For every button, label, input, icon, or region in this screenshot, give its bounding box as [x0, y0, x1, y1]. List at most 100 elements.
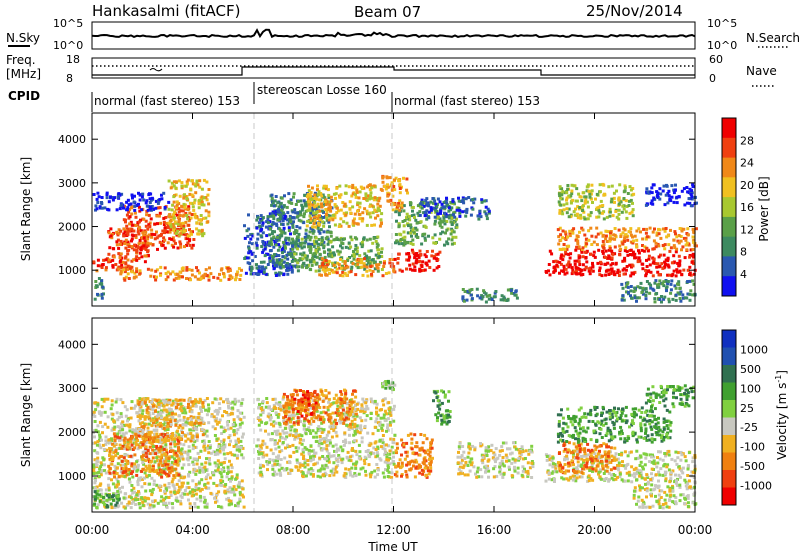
- data-cell-0-10: [380, 212, 384, 216]
- data-cell-1-0: [95, 443, 99, 447]
- data-cell-1-0: [99, 488, 103, 492]
- data-cell-1-0: [96, 424, 100, 428]
- data-cell-1-0: [131, 475, 135, 479]
- data-cell-0-15: [381, 175, 385, 179]
- data-cell-0-10: [333, 203, 337, 207]
- data-cell-1-2: [199, 405, 203, 409]
- data-cell-0-4: [172, 228, 176, 232]
- data-cell-1-0: [144, 450, 148, 453]
- data-cell-0-18: [595, 192, 599, 196]
- data-cell-0-19: [633, 296, 637, 300]
- colorbar-swatch: [722, 177, 736, 198]
- data-cell-0-17: [635, 238, 639, 242]
- data-cell-0-10: [378, 209, 381, 213]
- data-cell-0-4: [194, 184, 198, 188]
- data-cell-0-7: [261, 250, 265, 254]
- data-cell-0-14: [442, 216, 446, 220]
- data-cell-0-10: [324, 198, 328, 202]
- data-cell-0-17: [558, 226, 562, 230]
- data-cell-0-20: [670, 195, 674, 199]
- data-cell-0-18: [610, 184, 614, 188]
- data-cell-0-16: [617, 274, 621, 277]
- data-cell-0-7: [286, 251, 290, 255]
- data-cell-0-19: [630, 296, 634, 300]
- data-cell-0-10: [347, 224, 351, 228]
- data-cell-0-7: [246, 256, 249, 260]
- data-cell-1-0: [173, 439, 176, 443]
- data-cell-0-4: [188, 192, 192, 196]
- data-cell-1-0: [156, 459, 160, 463]
- data-cell-1-1: [164, 463, 168, 467]
- data-cell-0-4: [183, 184, 187, 188]
- data-cell-0-9: [302, 261, 306, 265]
- data-cell-0-8: [275, 258, 279, 262]
- data-cell-0-15: [398, 208, 402, 212]
- data-cell-0-18: [590, 183, 594, 187]
- data-cell-1-0: [146, 397, 150, 401]
- data-cell-1-0: [94, 428, 98, 432]
- data-cell-0-16: [676, 270, 679, 274]
- data-cell-1-4: [374, 455, 378, 459]
- data-cell-1-1: [133, 453, 137, 457]
- data-cell-0-17: [675, 247, 679, 251]
- colorbar-swatch: [722, 137, 736, 159]
- data-cell-0-16: [600, 274, 604, 278]
- data-cell-0-10: [318, 218, 322, 222]
- data-cell-1-0: [104, 442, 108, 446]
- data-cell-0-14: [458, 214, 462, 218]
- data-cell-1-0: [174, 422, 178, 425]
- data-cell-0-16: [672, 261, 676, 265]
- data-cell-0-5: [235, 273, 238, 277]
- data-cell-0-9: [341, 264, 344, 268]
- data-cell-1-2: [154, 409, 157, 413]
- data-cell-0-9: [355, 249, 359, 253]
- data-cell-0-4: [169, 186, 173, 190]
- data-cell-0-7: [282, 226, 286, 230]
- noise-right-tick-bottom: 10^0: [707, 39, 737, 52]
- data-cell-0-8: [270, 197, 274, 201]
- data-cell-1-0: [196, 451, 200, 455]
- data-cell-0-8: [285, 205, 289, 209]
- noise-left-tick-bottom: 10^0: [53, 39, 83, 52]
- data-cell-1-0: [115, 397, 119, 401]
- data-cell-0-13: [423, 238, 427, 242]
- data-cell-0-6: [133, 194, 136, 198]
- data-cell-1-1: [127, 455, 131, 458]
- data-cell-1-0: [163, 491, 167, 495]
- data-cell-0-9: [354, 247, 358, 251]
- data-cell-0-16: [571, 269, 575, 272]
- data-cell-0-16: [583, 268, 587, 272]
- data-cell-0-13: [394, 233, 398, 236]
- data-cell-1-0: [96, 430, 100, 434]
- station-title: Hankasalmi (fitACF): [92, 2, 240, 20]
- data-cell-1-0: [236, 437, 240, 441]
- data-cell-1-0: [241, 398, 245, 402]
- data-cell-0-2: [146, 227, 150, 231]
- data-cell-0-16: [593, 255, 597, 259]
- data-cell-0-19: [626, 290, 630, 294]
- data-cell-0-18: [594, 197, 597, 201]
- data-cell-1-2: [143, 417, 147, 421]
- data-cell-0-16: [564, 267, 568, 271]
- data-cell-0-11: [320, 257, 324, 261]
- data-cell-0-3: [149, 242, 152, 246]
- data-cell-1-2: [150, 400, 154, 404]
- data-cell-0-14: [479, 215, 483, 219]
- data-cell-0-17: [587, 229, 591, 233]
- data-cell-0-8: [268, 226, 272, 230]
- data-cell-0-6: [116, 195, 120, 199]
- data-cell-0-10: [343, 202, 347, 206]
- data-cell-1-0: [172, 484, 176, 488]
- data-cell-1-2: [195, 435, 199, 439]
- data-cell-0-3: [187, 223, 191, 227]
- data-cell-0-14: [421, 200, 425, 204]
- data-cell-0-4: [196, 183, 200, 187]
- data-cell-0-6: [126, 206, 130, 210]
- data-cell-0-5: [240, 268, 243, 272]
- colorbar-tick-label: 4: [740, 268, 747, 281]
- data-cell-0-18: [576, 216, 580, 220]
- data-cell-1-4: [386, 423, 390, 427]
- data-cell-0-16: [547, 263, 551, 266]
- data-cell-1-0: [191, 447, 195, 451]
- data-cell-0-13: [438, 237, 442, 241]
